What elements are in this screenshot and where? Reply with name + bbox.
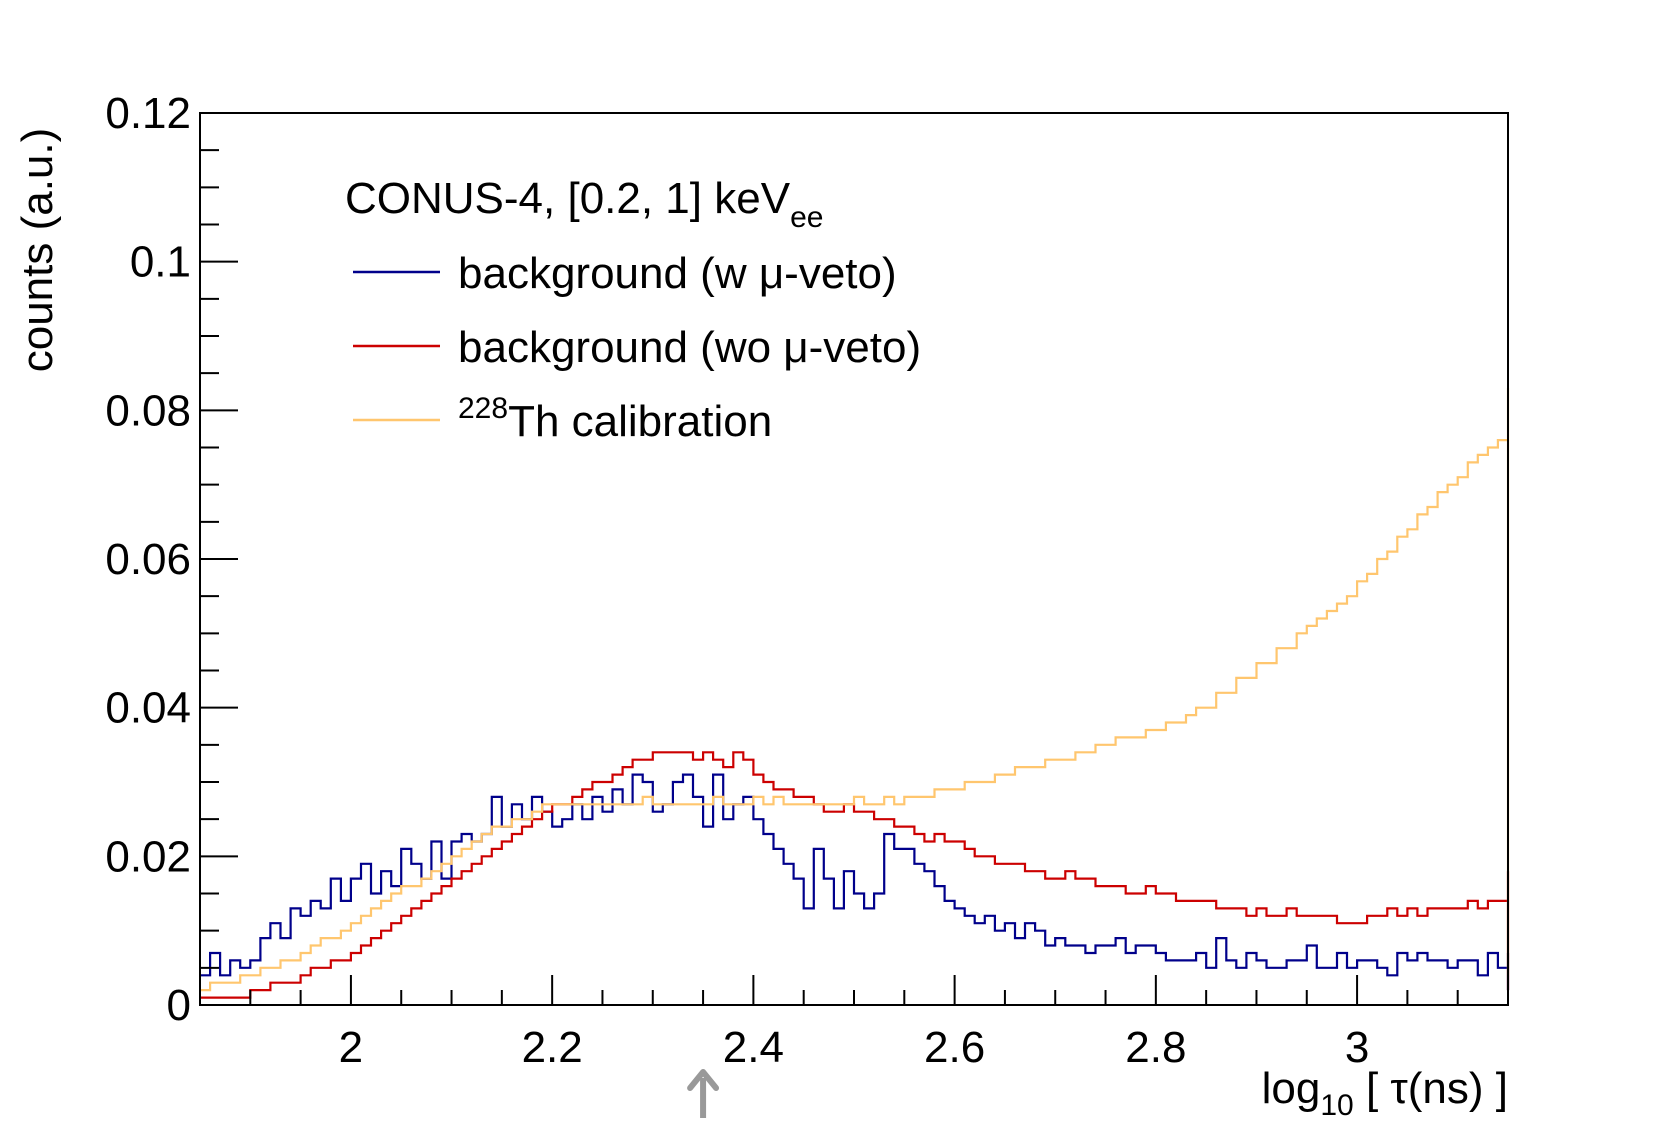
tick-layer [199, 112, 1509, 1006]
chart-title: CONUS-4, [0.2, 1] keVee [345, 174, 823, 234]
x-tick-label: 2 [339, 1023, 363, 1072]
x-tick-label: 2.6 [924, 1023, 985, 1072]
tick-label-layer: 2 2.2 2.4 2.6 2.8 3 0 0.02 0.04 0.06 0.08 0.1 0.12 [105, 89, 1369, 1072]
x-axis-label-suffix: [ τ(ns) ] [1354, 1064, 1508, 1113]
y-axis-label: counts (a.u.) [13, 128, 62, 373]
chart-title-subscript: ee [790, 201, 823, 234]
y-tick-label: 0.1 [130, 238, 191, 287]
x-tick-label: 3 [1345, 1023, 1369, 1072]
series-line-wo-veto [200, 751, 1510, 999]
arrow-head [687, 1069, 720, 1091]
legend-label-th228-text: Th calibration [508, 397, 772, 446]
x-axis-label: log10 [ τ(ns) ] [1262, 1064, 1508, 1122]
chart-title-text: CONUS-4, [0.2, 1] keV [345, 174, 791, 223]
y-tick-label: 0.12 [105, 89, 191, 138]
y-tick-label: 0.08 [105, 386, 191, 435]
y-tick-label: 0.06 [105, 535, 191, 584]
x-tick-label: 2.2 [522, 1023, 583, 1072]
x-tick-label: 2.8 [1125, 1023, 1186, 1072]
y-tick-label: 0 [167, 981, 191, 1030]
arrow-annotation [687, 1069, 720, 1118]
x-tick-label: 2.4 [723, 1023, 784, 1072]
x-axis-label-subscript: 10 [1320, 1089, 1353, 1122]
y-tick-label: 0.02 [105, 832, 191, 881]
x-axis-label-prefix: log [1262, 1064, 1321, 1113]
legend: CONUS-4, [0.2, 1] keVee background (w μ-… [345, 174, 921, 446]
y-tick-label: 0.04 [105, 684, 191, 733]
legend-label-th228: 228Th calibration [458, 392, 772, 446]
legend-label-wo-veto: background (wo μ-veto) [458, 323, 921, 372]
legend-label-th228-superscript: 228 [458, 392, 508, 425]
legend-label-w-veto: background (w μ-veto) [458, 249, 897, 298]
